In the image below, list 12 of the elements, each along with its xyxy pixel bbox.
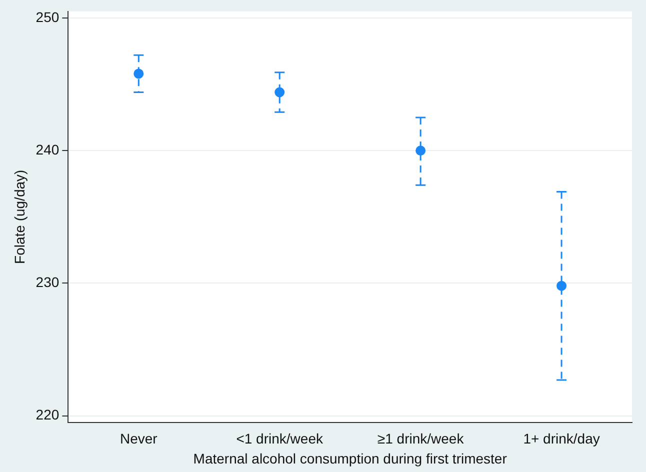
y-tick-label: 250 — [36, 8, 60, 25]
x-tick-label: Never — [120, 430, 158, 447]
y-tick-label: 220 — [36, 406, 60, 423]
y-tick-label: 230 — [36, 274, 60, 290]
x-tick-label: ≥1 drink/week — [377, 430, 465, 447]
x-tick-label: <1 drink/week — [236, 430, 324, 447]
y-axis-title: Folate (ug/day) — [11, 170, 28, 264]
point — [416, 146, 426, 156]
x-axis-title: Maternal alcohol consumption during first trimester — [193, 450, 508, 466]
point — [274, 87, 285, 98]
x-tick-label: 1+ drink/day — [523, 430, 600, 447]
y-tick-label: 240 — [36, 141, 60, 158]
